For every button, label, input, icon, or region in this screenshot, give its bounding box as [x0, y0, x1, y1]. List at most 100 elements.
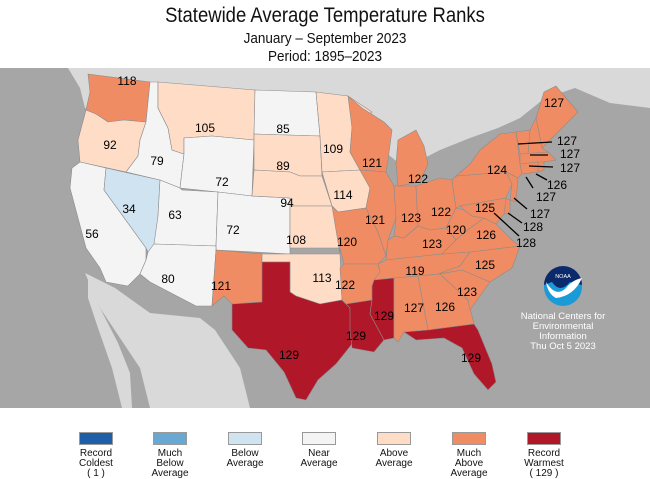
rank-label-ny: 124	[487, 163, 507, 177]
state-nc	[437, 245, 521, 283]
rank-label-ky: 123	[422, 237, 442, 251]
rank-label-fl: 129	[461, 351, 481, 365]
rank-label-ar: 122	[335, 278, 355, 292]
rank-label-ri: 126	[547, 178, 567, 192]
leader-line-ct	[525, 176, 534, 189]
state-ct	[519, 161, 539, 175]
rank-label-vt: 127	[560, 147, 580, 161]
legend-swatch	[302, 432, 336, 445]
legend-label-line: Average	[375, 458, 413, 469]
leader-line-nj	[513, 197, 528, 210]
rank-label-pa: 125	[475, 201, 495, 215]
rank-label-oh: 122	[431, 205, 451, 219]
rank-label-ne: 94	[280, 196, 294, 210]
leader-line-de	[507, 212, 523, 224]
rank-label-wy: 72	[215, 175, 229, 189]
legend-item-record-coldest: Record Coldest( 1 )	[61, 432, 131, 479]
state-tx	[231, 261, 353, 401]
legend-label-line: Average	[151, 468, 189, 479]
state-me	[535, 85, 579, 149]
legend-label-line: Warmest	[524, 458, 564, 469]
rank-label-id: 79	[150, 154, 164, 168]
legend-label-line: ( 129 )	[529, 468, 559, 479]
rank-label-mt: 105	[195, 121, 215, 135]
us-state-rank-map: 118 92 56 34 79 105 72 63 72 80 121 85 89 94 108 113 129…	[0, 68, 650, 408]
rank-label-md: 128	[516, 236, 536, 250]
leader-line-ma	[528, 165, 554, 168]
leader-line-nh	[517, 141, 553, 145]
state-ms	[369, 277, 395, 341]
mexico-land	[85, 273, 250, 408]
rank-label-tx: 129	[279, 348, 299, 362]
rank-label-nd: 85	[276, 122, 290, 136]
legend-label-line: Below	[231, 448, 259, 459]
rank-label-mi: 122	[408, 172, 428, 186]
rank-label-ct: 127	[536, 190, 556, 204]
rank-label-ia: 114	[333, 188, 352, 202]
rank-label-nh: 127	[557, 134, 577, 148]
legend-label-line: Record	[527, 448, 561, 459]
legend-item-below: Below Average	[210, 432, 280, 469]
legend-swatch	[452, 432, 486, 445]
legend-item-above: Above Average	[359, 432, 429, 469]
rank-label-az: 80	[161, 272, 175, 286]
rank-label-ms: 129	[374, 309, 394, 323]
rank-label-sc: 123	[457, 285, 477, 299]
rank-label-me: 127	[544, 96, 564, 110]
rank-label-ks: 108	[286, 233, 306, 247]
credit-line-2: Environmental	[533, 321, 594, 332]
map-title: Statewide Average Temperature Ranks	[165, 4, 485, 27]
rank-label-nj: 127	[530, 207, 550, 221]
rank-label-or: 92	[103, 138, 117, 152]
legend-label-line: Below	[156, 458, 184, 469]
state-az	[139, 243, 217, 307]
state-nm	[211, 249, 263, 307]
rank-label-wv: 120	[446, 223, 466, 237]
rank-label-sd: 89	[276, 159, 290, 173]
legend-label-line: Coldest	[79, 458, 113, 469]
legend-label-line: Average	[450, 468, 488, 479]
state-fl	[403, 323, 497, 391]
rank-label-mo: 120	[337, 235, 357, 249]
legend-label-line: Near	[308, 448, 330, 459]
rank-label-il: 121	[365, 213, 385, 227]
state-mo	[331, 205, 387, 265]
state-ga	[417, 273, 475, 331]
legend-swatch	[377, 432, 411, 445]
state-wi	[347, 95, 393, 173]
legend-swatch	[153, 432, 187, 445]
leader-line-md	[493, 212, 520, 237]
legend-label-line: Average	[300, 458, 338, 469]
legend-label-line: Much	[456, 448, 482, 459]
legend-item-near: Near Average	[284, 432, 354, 469]
rank-label-ca: 56	[85, 227, 99, 241]
rank-label-de: 128	[523, 220, 543, 234]
legend-swatch	[527, 432, 561, 445]
map-period: Period: 1895–2023	[267, 48, 383, 65]
rank-label-nm: 121	[211, 279, 231, 293]
credit-line-3: Information	[539, 331, 587, 342]
rank-label-ok: 113	[312, 271, 331, 285]
state-mi	[395, 129, 429, 187]
legend-item-much-below: Much Below Average	[135, 432, 205, 479]
legend-swatch	[228, 432, 262, 445]
state-md	[459, 197, 507, 225]
legend-label-line: Above	[454, 458, 484, 469]
rank-label-wa: 118	[117, 74, 136, 88]
credit-date: Thu Oct 5 2023	[530, 341, 595, 352]
rank-label-al: 127	[404, 301, 424, 315]
leader-line-ri	[535, 173, 548, 181]
rank-label-co: 72	[226, 223, 240, 237]
legend-label-line: ( 1 )	[87, 468, 105, 479]
map-subtitle: January – September 2023	[243, 30, 407, 47]
rank-label-mn: 109	[323, 142, 343, 156]
legend-item-much-above: Much Above Average	[434, 432, 504, 479]
rank-label-ma: 127	[560, 161, 580, 175]
rank-label-la: 129	[346, 329, 366, 343]
rank-label-nv: 34	[122, 202, 136, 216]
legend-label-line: Average	[226, 458, 264, 469]
legend-label-line: Much	[157, 448, 183, 459]
legend-swatch	[79, 432, 113, 445]
rank-label-ga: 126	[435, 300, 455, 314]
rank-label-in: 123	[401, 211, 421, 225]
